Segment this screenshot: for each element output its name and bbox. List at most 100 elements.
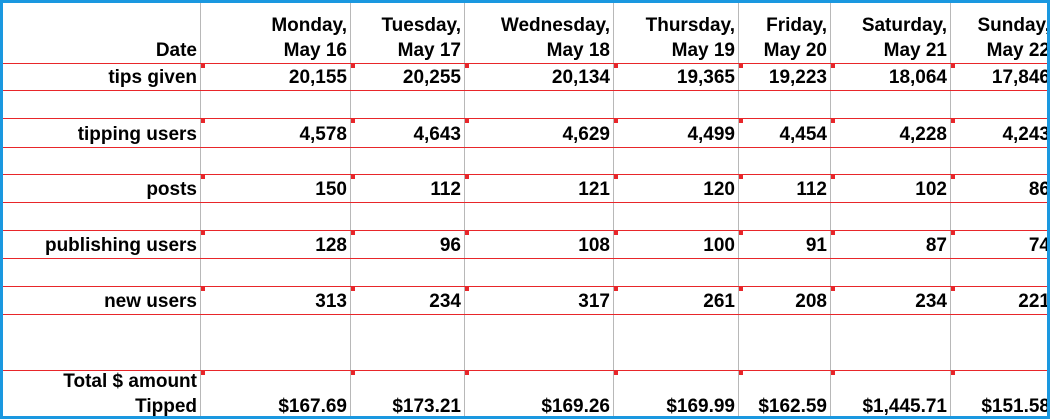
comment-marker: [951, 287, 955, 291]
column-header: Tuesday, May 17: [350, 3, 464, 63]
row-border: [3, 314, 1047, 315]
cell-text: May 19: [671, 40, 735, 61]
comment-marker: [614, 119, 618, 123]
row-label: new users: [3, 286, 200, 314]
cell-text: May 17: [397, 40, 461, 61]
comment-marker: [739, 371, 743, 375]
value-cell: 18,064: [830, 63, 950, 90]
value-cell: $151.58: [950, 370, 1050, 417]
column-border: [350, 3, 351, 416]
value-cell: 20,255: [350, 63, 464, 90]
cell-text: 20,255: [402, 67, 461, 88]
value-cell: 261: [613, 286, 738, 314]
cell-text: $167.69: [278, 396, 347, 417]
cell-text: $162.59: [758, 396, 827, 417]
column-header: Wednesday, May 18: [464, 3, 613, 63]
cell-text: posts: [146, 179, 197, 200]
cell-text: 108: [578, 235, 610, 256]
comment-marker: [951, 371, 955, 375]
row-border: [3, 258, 1047, 259]
comment-marker: [831, 175, 835, 179]
value-cell: $173.21: [350, 370, 464, 416]
cell-text: 4,228: [899, 124, 947, 145]
cell-text: 112: [796, 179, 827, 200]
cell-text: 74: [1028, 235, 1050, 256]
value-cell: 121: [464, 174, 613, 202]
cell-text: new users: [104, 291, 197, 312]
row-label: Total $ amount Tipped: [3, 370, 200, 417]
cell-text: May 18: [546, 40, 610, 61]
value-cell: 4,643: [350, 118, 464, 147]
cell-text: Tipped: [135, 396, 197, 417]
cell-text: 91: [805, 235, 827, 256]
cell-text: May 16: [283, 40, 347, 61]
cell-text: 4,578: [299, 124, 347, 145]
value-cell: 87: [830, 230, 950, 258]
value-cell: 313: [200, 286, 350, 314]
cell-text: May 20: [763, 40, 827, 61]
row-label: tips given: [3, 63, 200, 90]
cell-text: 317: [578, 291, 610, 312]
cell-text: $169.26: [541, 396, 610, 417]
value-cell: 96: [350, 230, 464, 258]
value-cell: $169.99: [613, 370, 738, 416]
cell-text: 234: [915, 291, 947, 312]
cell-text: Date: [155, 40, 197, 61]
cell-text: 120: [703, 179, 735, 200]
cell-text: 17,846: [991, 67, 1050, 88]
comment-marker: [739, 175, 743, 179]
comment-marker: [201, 64, 205, 68]
cell-text: $1,445.71: [862, 396, 947, 417]
value-cell: 17,846: [950, 63, 1050, 90]
cell-text: Tuesday,: [381, 15, 461, 36]
cell-text: 112: [430, 179, 461, 200]
value-cell: 4,243: [950, 118, 1047, 147]
value-cell: 112: [350, 174, 464, 202]
value-cell: 4,228: [830, 118, 950, 147]
comment-marker: [951, 119, 955, 123]
row-border: [3, 118, 1047, 119]
comment-marker: [201, 231, 205, 235]
value-cell: 208: [738, 286, 830, 314]
comment-marker: [831, 119, 835, 123]
comment-marker: [351, 231, 355, 235]
cell-text: 4,454: [779, 124, 827, 145]
column-header: Saturday, May 21: [830, 3, 950, 63]
column-border: [830, 3, 831, 416]
cell-text: 150: [315, 179, 347, 200]
value-cell: 4,629: [464, 118, 613, 147]
cell-text: $151.58: [981, 396, 1050, 417]
comment-marker: [351, 287, 355, 291]
comment-marker: [739, 287, 743, 291]
comment-marker: [351, 371, 355, 375]
cell-text: Monday,: [271, 15, 347, 36]
value-cell: 4,454: [738, 118, 830, 147]
column-header: Thursday, May 19: [613, 3, 738, 63]
comment-marker: [739, 119, 743, 123]
cell-text: publishing users: [44, 235, 197, 256]
cell-text: 313: [315, 291, 347, 312]
value-cell: $1,445.71: [830, 370, 950, 417]
row-border: [3, 230, 1047, 231]
comment-marker: [465, 371, 469, 375]
comment-marker: [465, 175, 469, 179]
comment-marker: [951, 64, 955, 68]
comment-marker: [831, 231, 835, 235]
row-border: [3, 147, 1047, 148]
cell-text: 261: [703, 291, 735, 312]
value-cell: 19,365: [613, 63, 738, 90]
comment-marker: [465, 64, 469, 68]
cell-text: 100: [703, 235, 735, 256]
comment-marker: [465, 119, 469, 123]
column-border: [738, 3, 739, 416]
value-cell: 4,578: [200, 118, 350, 147]
comment-marker: [614, 175, 618, 179]
comment-marker: [739, 231, 743, 235]
comment-marker: [831, 371, 835, 375]
value-cell: 20,134: [464, 63, 613, 90]
row-border: [3, 370, 1047, 371]
comment-marker: [951, 231, 955, 235]
cell-text: 221: [1018, 291, 1050, 312]
column-header: Monday, May 16: [200, 3, 350, 63]
value-cell: $169.26: [464, 370, 613, 417]
